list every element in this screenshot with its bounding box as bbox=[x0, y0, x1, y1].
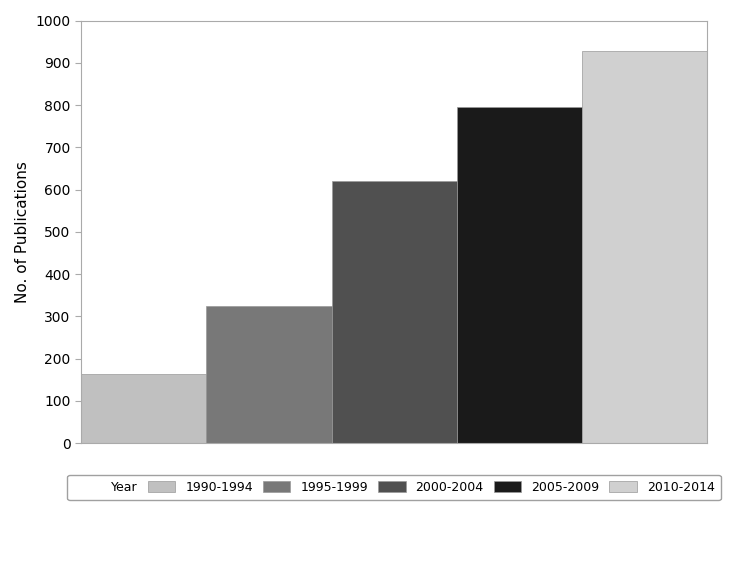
Y-axis label: No. of Publications: No. of Publications bbox=[15, 161, 30, 303]
Bar bbox=[332, 181, 457, 443]
Bar bbox=[206, 306, 332, 443]
Bar bbox=[81, 374, 206, 443]
Bar bbox=[582, 51, 707, 443]
Bar bbox=[457, 107, 582, 443]
Legend: Year, 1990-1994, 1995-1999, 2000-2004, 2005-2009, 2010-2014: Year, 1990-1994, 1995-1999, 2000-2004, 2… bbox=[67, 475, 721, 500]
